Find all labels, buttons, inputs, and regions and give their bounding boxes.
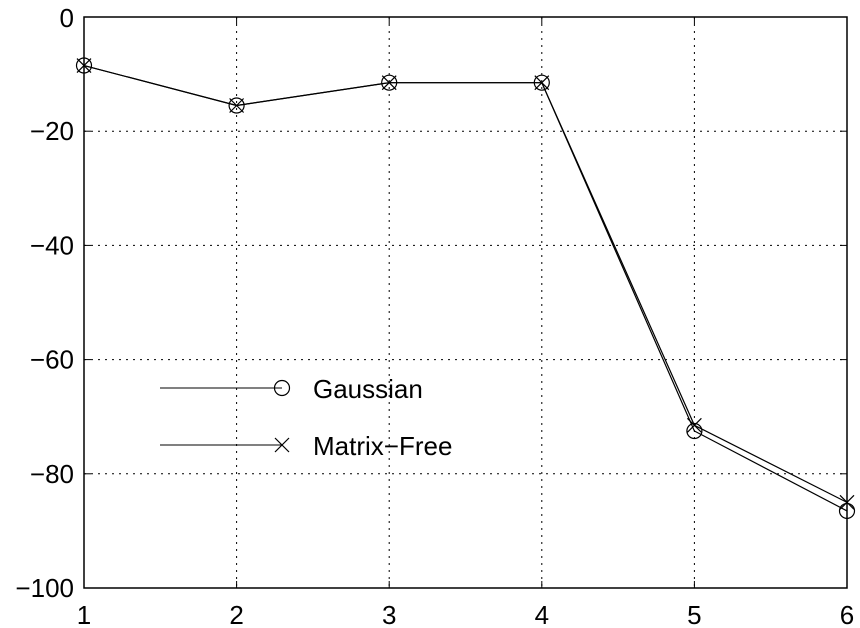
data-point-circle xyxy=(228,97,245,114)
data-point-x xyxy=(686,417,702,433)
data-point-circle xyxy=(75,57,93,74)
x-tick-label: 4 xyxy=(535,600,549,628)
data-point-circle xyxy=(381,74,398,91)
data-point-circle xyxy=(533,74,550,91)
data-point-circle xyxy=(686,422,703,440)
y-tick-label: −40 xyxy=(30,230,74,260)
data-point-x xyxy=(381,75,397,91)
x-tick-label: 1 xyxy=(77,600,91,628)
series-group xyxy=(75,57,856,520)
x-tick-label: 6 xyxy=(840,600,854,628)
y-tick-label: 0 xyxy=(60,3,74,33)
series-line xyxy=(83,64,848,503)
legend-marker-x xyxy=(274,437,290,453)
data-point-x xyxy=(534,75,550,91)
y-tick-label: −100 xyxy=(15,573,74,603)
x-tick-label: 5 xyxy=(687,600,701,628)
y-tick-label: −20 xyxy=(30,116,74,146)
data-point-x xyxy=(839,494,855,510)
plot-frame xyxy=(83,16,848,589)
legend-label-gaussian: Gaussian xyxy=(313,374,423,404)
data-point-circle xyxy=(838,502,856,520)
axis-ticks xyxy=(83,16,848,589)
y-tick-label: −60 xyxy=(30,345,74,375)
x-tick-label: 2 xyxy=(229,600,243,628)
grid xyxy=(84,17,847,588)
data-point-x xyxy=(76,58,92,73)
x-tick-label: 3 xyxy=(382,600,396,628)
y-tick-label: −80 xyxy=(30,459,74,489)
legend: Gaussian Matrix−Free xyxy=(160,374,452,461)
legend-label-matrix-free: Matrix−Free xyxy=(313,431,452,461)
x-tick-labels: 1 2 3 4 5 6 xyxy=(77,600,854,628)
legend-marker-circle xyxy=(273,379,291,397)
data-point-x xyxy=(229,98,245,113)
y-tick-labels: 0 −20 −40 −60 −80 −100 xyxy=(15,3,74,603)
